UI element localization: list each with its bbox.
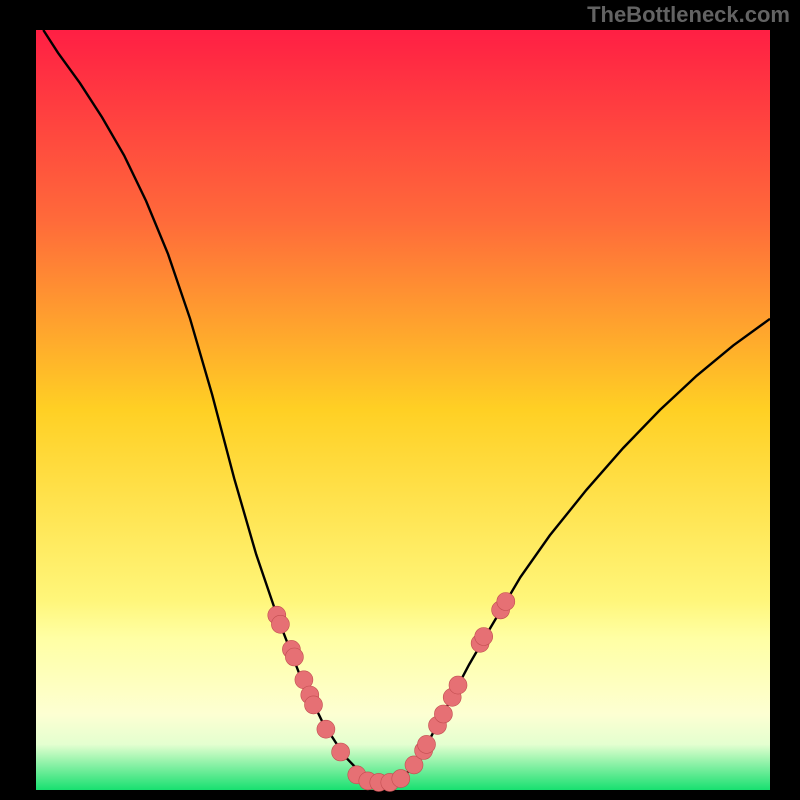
bottleneck-curve <box>43 30 770 784</box>
data-marker <box>418 735 436 753</box>
chart-stage: TheBottleneck.com <box>0 0 800 800</box>
data-marker <box>317 720 335 738</box>
chart-svg <box>0 0 800 800</box>
data-marker <box>475 628 493 646</box>
data-marker <box>332 743 350 761</box>
data-marker <box>305 696 323 714</box>
data-marker <box>434 705 452 723</box>
marker-group <box>268 593 515 792</box>
data-marker <box>449 676 467 694</box>
data-marker <box>271 615 289 633</box>
data-marker <box>392 770 410 788</box>
data-marker <box>285 648 303 666</box>
data-marker <box>497 593 515 611</box>
